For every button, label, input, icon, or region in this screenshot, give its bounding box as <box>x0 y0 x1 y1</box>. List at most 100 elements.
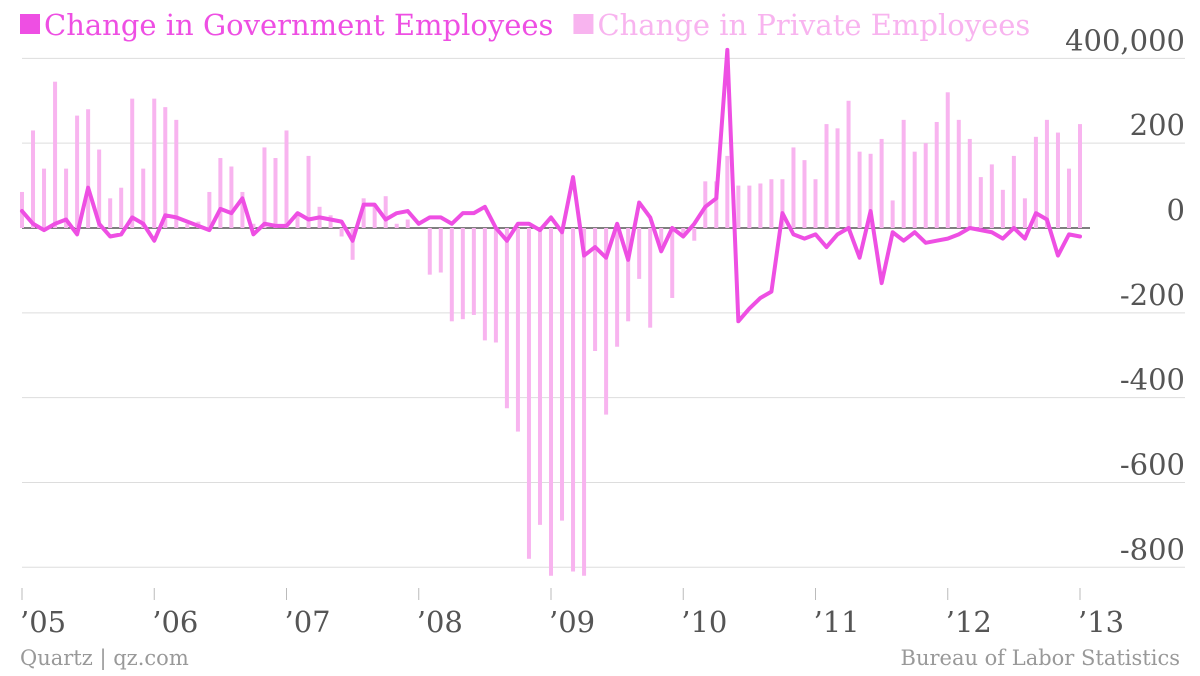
bar <box>692 228 697 241</box>
bar <box>361 198 366 229</box>
bar <box>471 228 476 315</box>
bar <box>714 181 719 229</box>
bar <box>493 228 498 343</box>
x-tick-label: ’08 <box>417 605 463 639</box>
x-tick-label: ’09 <box>549 605 595 639</box>
bar <box>868 153 873 229</box>
bar <box>537 228 542 525</box>
bar <box>218 158 223 229</box>
bar <box>284 130 289 229</box>
bar <box>659 228 664 245</box>
y-tick-label: -800 <box>1120 532 1185 566</box>
bar <box>152 98 157 229</box>
bar <box>956 119 961 229</box>
bar <box>174 119 179 229</box>
bar <box>526 228 531 559</box>
bar <box>582 228 587 576</box>
bar <box>912 151 917 229</box>
bar <box>549 228 553 576</box>
bar <box>53 81 58 229</box>
bar <box>273 158 278 229</box>
bar <box>791 147 796 229</box>
bar <box>934 121 939 229</box>
bar <box>879 138 884 229</box>
y-tick-label: 200 <box>1130 108 1185 142</box>
bar <box>1066 168 1071 229</box>
x-tick-label: ’12 <box>946 605 992 639</box>
bar <box>769 179 774 229</box>
bar <box>681 228 686 237</box>
bar <box>1055 132 1060 229</box>
bar <box>394 223 399 229</box>
bar <box>758 183 763 229</box>
x-tick-label: ’11 <box>814 605 860 639</box>
bar <box>130 98 135 229</box>
bar <box>64 168 69 229</box>
source-right: Bureau of Labor Statistics <box>901 646 1180 670</box>
bar <box>1078 124 1082 229</box>
bar <box>515 228 520 432</box>
bar <box>339 228 344 237</box>
bar <box>1000 189 1005 229</box>
bar <box>989 164 994 229</box>
bar <box>482 228 487 341</box>
bar <box>350 228 355 260</box>
bar <box>824 124 829 229</box>
bar <box>229 166 234 229</box>
bar <box>593 228 598 351</box>
legend-label: Change in Private Employees <box>597 8 1030 42</box>
bar <box>119 187 124 229</box>
y-tick-label: -200 <box>1120 278 1185 312</box>
bar <box>207 191 212 229</box>
y-tick-label: 400,000 <box>1065 23 1185 57</box>
bar <box>670 228 675 298</box>
x-tick-label: ’13 <box>1078 605 1124 639</box>
bar <box>736 185 741 229</box>
bar <box>449 228 454 322</box>
bar <box>141 168 146 229</box>
y-tick-label: 0 <box>1167 193 1185 227</box>
bar <box>295 215 300 229</box>
line <box>20 47 1082 324</box>
bar <box>1022 198 1027 229</box>
bar <box>306 155 311 229</box>
bar <box>185 223 190 229</box>
bar <box>835 128 840 229</box>
bar <box>747 185 752 229</box>
bar <box>813 179 818 229</box>
x-tick-label: ’05 <box>20 605 66 639</box>
bar <box>571 228 576 572</box>
y-tick-label: -600 <box>1120 447 1185 481</box>
bar <box>42 168 47 229</box>
bar <box>383 196 388 229</box>
bar <box>328 215 333 229</box>
bar <box>97 149 102 229</box>
bar <box>648 228 653 328</box>
bar <box>615 228 620 347</box>
bar <box>604 228 609 415</box>
bar <box>1011 155 1016 229</box>
y-tick-label: -400 <box>1120 363 1185 397</box>
bar <box>460 228 465 320</box>
bar <box>967 138 972 229</box>
bar <box>560 228 565 521</box>
bar <box>1033 136 1038 229</box>
bar <box>637 228 642 279</box>
bar <box>504 228 509 409</box>
legend-swatch <box>20 14 40 34</box>
bar <box>780 179 785 229</box>
bar <box>626 228 631 322</box>
bar <box>802 160 807 229</box>
bar <box>438 228 443 273</box>
bar <box>978 177 983 229</box>
bar <box>945 92 950 229</box>
x-tick-label: ’10 <box>681 605 727 639</box>
legend-swatch <box>573 14 594 34</box>
bar <box>725 155 730 229</box>
bar <box>1044 119 1049 229</box>
bar <box>240 191 245 229</box>
bar <box>108 198 113 229</box>
bar <box>857 151 862 229</box>
x-tick-label: ’07 <box>285 605 331 639</box>
